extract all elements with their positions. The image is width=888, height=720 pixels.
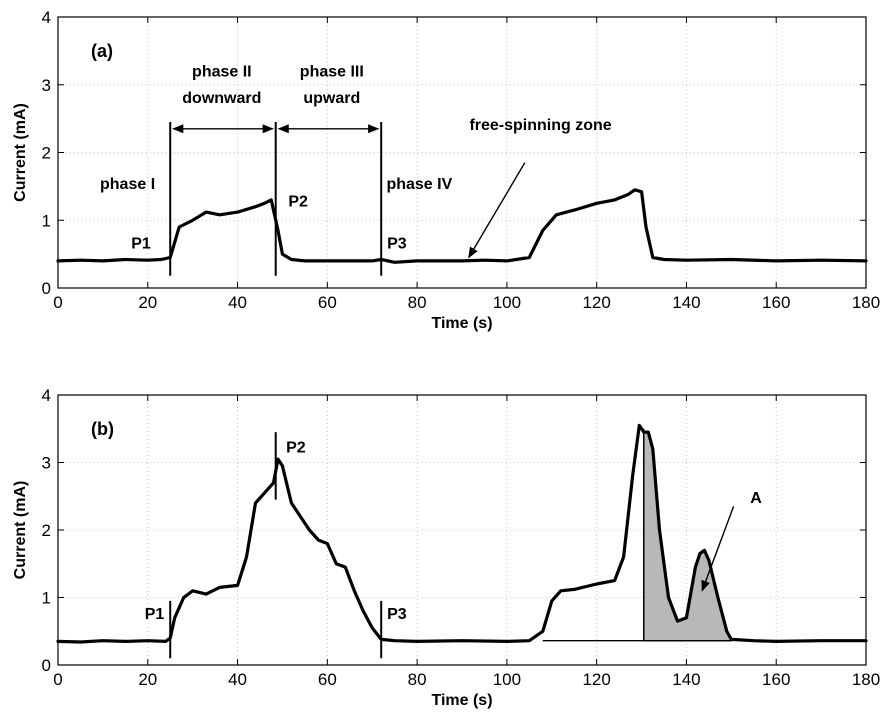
phase3-label-2: upward	[303, 90, 360, 107]
area-a-label: A	[750, 490, 762, 507]
x-tick-label: 80	[408, 670, 427, 689]
p2-label: P2	[286, 439, 306, 456]
x-tick-label: 180	[852, 670, 880, 689]
free-spin-arrow	[468, 162, 526, 259]
phase3-label-1: phase III	[300, 64, 364, 81]
y-tick-label: 4	[42, 8, 51, 27]
x-tick-label: 20	[138, 293, 157, 312]
x-tick-label: 120	[582, 293, 610, 312]
y-tick-label: 3	[42, 454, 51, 473]
panel-label: (a)	[91, 41, 113, 61]
phase4-label: phase IV	[386, 176, 452, 193]
y-tick-label: 4	[42, 386, 51, 405]
current-trace	[56, 423, 868, 644]
y-tick-label: 1	[42, 211, 51, 230]
panel-label: (b)	[91, 419, 114, 439]
x-tick-label: 20	[138, 670, 157, 689]
y-tick-label: 2	[42, 521, 51, 540]
x-tick-label: 140	[672, 670, 700, 689]
y-tick-label: 3	[42, 76, 51, 95]
x-tick-label: 40	[228, 293, 247, 312]
p3-label: P3	[387, 236, 407, 253]
phase2-label-1: phase II	[192, 64, 252, 81]
p3-label: P3	[387, 606, 407, 623]
x-tick-label: 160	[762, 293, 790, 312]
x-tick-label: 0	[53, 670, 62, 689]
p1-label: P1	[145, 606, 165, 623]
y-tick-label: 0	[42, 279, 51, 298]
x-tick-label: 160	[762, 670, 790, 689]
phase2-label-2: downward	[182, 90, 261, 107]
y-tick-label: 2	[42, 144, 51, 163]
x-tick-label: 140	[672, 293, 700, 312]
phase1-label: phase I	[100, 176, 155, 193]
x-tick-label: 60	[318, 293, 337, 312]
panel-a: 0 20 40 60 80 100 120 140 160 180 0 1 2 3 4 Time (s) Cur…	[12, 8, 880, 332]
y-axis-label: Current (mA)	[12, 103, 29, 202]
x-tick-label: 0	[53, 293, 62, 312]
panel-b: 0 20 40 60 80 100 120 140 160 180 0 1 2 3 4 Time (s) Cur…	[12, 386, 880, 709]
area-a-arrow	[701, 506, 735, 592]
p2-label: P2	[288, 194, 308, 211]
x-tick-label: 80	[408, 293, 427, 312]
x-tick-label: 60	[318, 670, 337, 689]
p1-label: P1	[131, 236, 151, 253]
free-spin-label: free-spinning zone	[469, 117, 611, 134]
x-tick-label: 40	[228, 670, 247, 689]
y-axis-label: Current (mA)	[12, 481, 29, 580]
current-trace	[56, 188, 868, 264]
y-tick-label: 1	[42, 589, 51, 608]
x-tick-label: 100	[493, 293, 521, 312]
x-tick-label: 180	[852, 293, 880, 312]
x-tick-label: 120	[582, 670, 610, 689]
x-axis-label: Time (s)	[431, 315, 492, 332]
x-tick-label: 100	[493, 670, 521, 689]
x-axis-label: Time (s)	[431, 692, 492, 709]
y-tick-label: 0	[42, 656, 51, 675]
